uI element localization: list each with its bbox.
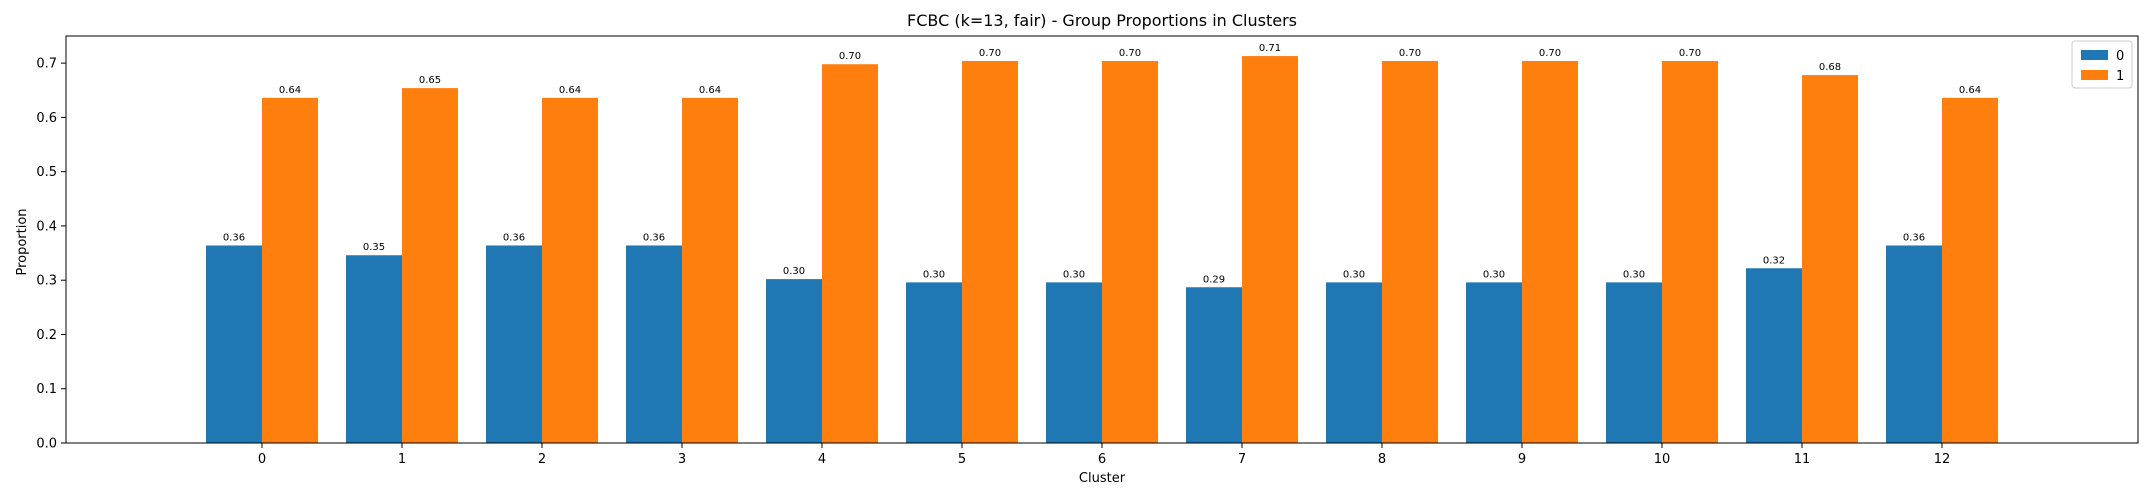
- bar-series-1-cluster-11: [1802, 75, 1858, 443]
- data-label-series-1-cluster-1: 0.65: [419, 75, 441, 86]
- x-tick-label: 6: [1098, 452, 1106, 467]
- legend-swatch-series-1: [2081, 70, 2108, 80]
- bar-series-1-cluster-3: [682, 97, 738, 444]
- data-label-series-1-cluster-11: 0.68: [1819, 62, 1841, 73]
- bar-series-0-cluster-4: [766, 279, 822, 443]
- data-label-series-0-cluster-6: 0.30: [1063, 269, 1085, 280]
- bar-series-1-cluster-2: [542, 97, 598, 444]
- plot-area: 0.360.350.36 0.360.30 0.30 0.30 0.29 0.30 0.30…: [36, 35, 2139, 467]
- bar-series-1-cluster-10: [1662, 60, 1718, 444]
- data-label-series-1-cluster-8: 0.70: [1399, 48, 1421, 59]
- bar-series-0-cluster-10: [1606, 282, 1662, 443]
- data-label-series-0-cluster-4: 0.30: [783, 266, 805, 277]
- x-tick-label: 7: [1238, 452, 1246, 467]
- y-tick-label: 0.2: [36, 328, 57, 343]
- data-label-series-0-cluster-8: 0.30: [1343, 269, 1365, 280]
- legend-swatch-series-0: [2081, 50, 2108, 60]
- data-label-series-0-cluster-0: 0.36: [223, 232, 245, 243]
- bar-series-0-cluster-7: [1186, 287, 1242, 443]
- data-label-series-1-cluster-6: 0.70: [1119, 48, 1141, 59]
- x-tick-label: 1: [398, 452, 406, 467]
- x-tick-label: 5: [958, 452, 966, 467]
- bar-series-0-cluster-12: [1886, 245, 1942, 443]
- data-label-series-0-cluster-3: 0.36: [643, 232, 665, 243]
- data-label-series-0-cluster-7: 0.29: [1203, 274, 1225, 285]
- legend-label-series-0: 0: [2116, 49, 2124, 64]
- x-tick-label: 12: [1934, 452, 1951, 467]
- legend-label-series-1: 1: [2116, 69, 2124, 84]
- bar-series-0-cluster-3: [626, 245, 682, 443]
- data-label-series-0-cluster-2: 0.36: [503, 232, 525, 243]
- x-tick-label: 3: [678, 452, 686, 467]
- x-tick-label: 9: [1518, 452, 1526, 467]
- data-label-series-1-cluster-4: 0.70: [839, 51, 861, 62]
- data-label-series-1-cluster-7: 0.71: [1259, 43, 1281, 54]
- x-tick-label: 8: [1378, 452, 1386, 467]
- x-tick-label: 4: [818, 452, 826, 467]
- y-tick-label: 0.7: [36, 57, 57, 72]
- data-label-series-1-cluster-2: 0.64: [559, 85, 581, 96]
- x-tick-label: 0: [258, 452, 266, 467]
- bar-series-0-cluster-11: [1746, 268, 1802, 443]
- legend: 01: [2071, 40, 2133, 89]
- bar-series-1-cluster-6: [1102, 60, 1158, 444]
- data-label-series-1-cluster-12: 0.64: [1959, 85, 1981, 96]
- y-axis-label: Proportion: [15, 208, 30, 275]
- bar-series-1-cluster-8: [1382, 60, 1438, 444]
- x-tick-label: 11: [1794, 452, 1811, 467]
- bar-series-1-cluster-7: [1242, 56, 1298, 443]
- bar-series-1-cluster-4: [822, 64, 878, 443]
- y-tick-label: 0.6: [36, 111, 57, 126]
- data-label-series-0-cluster-9: 0.30: [1483, 269, 1505, 280]
- bar-series-1-cluster-5: [962, 60, 1018, 444]
- bar-series-0-cluster-0: [206, 245, 262, 443]
- bar-series-1-cluster-0: [262, 97, 318, 444]
- bar-series-1-cluster-1: [402, 88, 458, 443]
- bar-series-0-cluster-9: [1466, 282, 1522, 443]
- data-label-series-0-cluster-5: 0.30: [923, 269, 945, 280]
- bar-series-1-cluster-12: [1942, 97, 1998, 444]
- y-tick-label: 0.0: [36, 437, 57, 452]
- x-tick-label: 10: [1654, 452, 1671, 467]
- x-axis-label: Cluster: [1079, 471, 1126, 486]
- data-label-series-0-cluster-12: 0.36: [1903, 232, 1925, 243]
- data-label-series-1-cluster-5: 0.70: [979, 48, 1001, 59]
- y-tick-label: 0.3: [36, 274, 57, 289]
- data-label-series-1-cluster-9: 0.70: [1539, 48, 1561, 59]
- data-label-series-0-cluster-10: 0.30: [1623, 269, 1645, 280]
- bar-series-0-cluster-1: [346, 255, 402, 443]
- bar-series-0-cluster-2: [486, 245, 542, 443]
- data-label-series-0-cluster-1: 0.35: [363, 242, 385, 253]
- bar-series-0-cluster-6: [1046, 282, 1102, 443]
- y-tick-label: 0.5: [36, 165, 57, 180]
- y-tick-label: 0.4: [36, 219, 57, 234]
- y-tick-label: 0.1: [36, 382, 57, 397]
- x-tick-label: 2: [538, 452, 546, 467]
- data-label-series-1-cluster-10: 0.70: [1679, 48, 1701, 59]
- data-label-series-1-cluster-0: 0.64: [279, 85, 301, 96]
- bar-series-0-cluster-8: [1326, 282, 1382, 443]
- bar-series-1-cluster-9: [1522, 60, 1578, 444]
- bar-series-0-cluster-5: [906, 282, 962, 443]
- data-label-series-0-cluster-11: 0.32: [1763, 255, 1785, 266]
- data-label-series-1-cluster-3: 0.64: [699, 85, 721, 96]
- chart-title: FCBC (k=13, fair) - Group Proportions in…: [907, 11, 1297, 30]
